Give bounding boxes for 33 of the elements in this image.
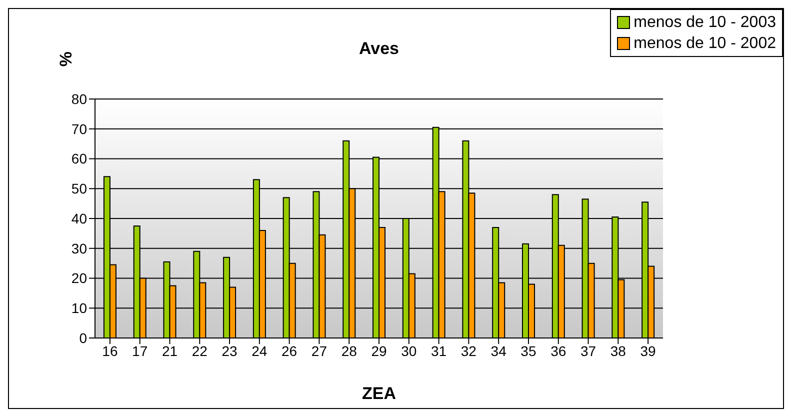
y-tick-label: 30 (71, 240, 88, 256)
y-axis-title: % (56, 51, 77, 67)
x-tick-label: 28 (341, 342, 358, 359)
y-tick-label: 10 (71, 300, 88, 316)
y-tick-label: 40 (71, 210, 88, 226)
y-tick-label: 80 (71, 90, 88, 107)
y-tick-label: 70 (71, 120, 88, 137)
x-tick-label: 22 (192, 342, 208, 359)
legend-label: menos de 10 - 2003 (632, 13, 776, 33)
x-tick-label: 35 (520, 342, 536, 359)
x-tick-label: 23 (222, 342, 238, 359)
x-tick-label: 27 (311, 342, 328, 359)
legend-label: menos de 10 - 2002 (632, 34, 776, 54)
x-tick-label: 38 (610, 342, 626, 359)
x-tick-label: 31 (431, 342, 447, 359)
y-tick-label: 60 (71, 150, 88, 167)
x-tick-label: 29 (371, 342, 387, 359)
x-tick-label: 32 (460, 342, 477, 359)
x-tick-label: 26 (282, 342, 298, 359)
y-tick-label: 0 (79, 330, 88, 346)
x-tick-label: 34 (490, 342, 507, 359)
x-tick-label: 36 (550, 342, 566, 359)
x-tick-label: 30 (401, 342, 417, 359)
x-tick-label: 17 (132, 342, 148, 359)
x-tick-label: 37 (580, 342, 596, 359)
chart-title: Aves (358, 39, 399, 58)
y-tick-label: 50 (71, 180, 88, 197)
x-tick-label: 24 (252, 342, 268, 359)
x-tick-label: 21 (162, 342, 178, 359)
y-tick-label: 20 (71, 270, 88, 286)
x-axis-title: ZEA (361, 384, 397, 404)
x-tick-label: 16 (102, 342, 118, 359)
x-tick-label: 39 (640, 342, 656, 359)
